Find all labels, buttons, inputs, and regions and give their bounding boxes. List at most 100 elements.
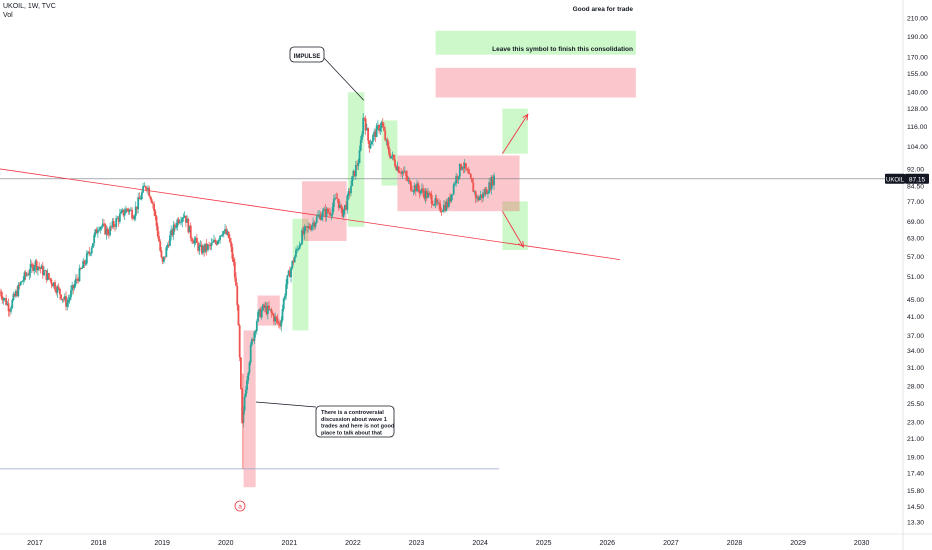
candle-body: [449, 197, 451, 202]
candle-body: [160, 250, 163, 258]
y-tick-label: 170.00: [907, 54, 928, 61]
candle-body: [226, 231, 229, 235]
candle-body: [78, 268, 81, 282]
candle-body: [443, 204, 445, 211]
candle-body: [99, 227, 102, 230]
candle-body: [2, 298, 5, 301]
x-tick-label: 2022: [345, 540, 361, 547]
y-tick-label: 15.80: [907, 488, 924, 495]
candle-body: [451, 194, 454, 195]
candle-body: [137, 197, 140, 210]
candle-body: [474, 191, 477, 199]
projection-arrow: [501, 210, 524, 248]
y-tick-label: 21.00: [907, 436, 924, 443]
candle-body: [90, 247, 93, 254]
candle-body: [59, 288, 61, 295]
candle-body: [432, 203, 434, 205]
candle-body: [134, 206, 137, 216]
candle-body: [447, 197, 450, 207]
candle-body: [37, 266, 39, 271]
candle-body: [334, 197, 336, 200]
candle-body: [186, 218, 189, 223]
candle-body: [206, 244, 209, 251]
candle-body: [342, 209, 345, 217]
candle-body: [98, 229, 100, 231]
candle-body: [45, 270, 48, 280]
candle-body: [215, 242, 218, 245]
candle-body: [384, 130, 387, 141]
y-tick-label: 34.00: [907, 348, 924, 355]
x-tick-label: 2019: [154, 540, 170, 547]
candle-body: [468, 173, 471, 175]
candle-body: [423, 192, 426, 199]
candle-body: [298, 244, 301, 249]
leave-symbol-label: Leave this symbol to finish this consoli…: [492, 46, 633, 53]
candle-body: [224, 229, 226, 232]
red-zone-box: [243, 330, 256, 488]
candle-body: [456, 176, 459, 180]
candle-body: [441, 210, 444, 212]
candle-body: [172, 224, 175, 235]
symbol-badge: [885, 173, 905, 184]
candle-body: [297, 248, 300, 250]
candle-body: [418, 189, 421, 194]
wave-note-line: trades and here is not good: [321, 424, 395, 430]
candle-body: [71, 285, 74, 291]
candle-body: [10, 308, 12, 312]
candle-body: [482, 192, 484, 199]
red-zone-box: [435, 67, 636, 98]
candle-body: [55, 289, 58, 293]
candle-body: [237, 305, 240, 326]
candle-body: [183, 215, 186, 218]
candle-body: [191, 238, 193, 242]
candle-body: [67, 299, 70, 303]
candle-body: [56, 286, 59, 293]
candle-body: [400, 172, 403, 174]
candle-body: [329, 212, 332, 216]
candle-body: [335, 197, 338, 199]
candle-body: [380, 122, 383, 128]
candle-body: [385, 139, 388, 141]
candle-body: [252, 339, 255, 341]
candle-body: [372, 135, 374, 142]
candle-body: [24, 272, 27, 276]
candle-body: [139, 198, 142, 200]
candle-body: [345, 204, 347, 210]
candle-body: [346, 195, 349, 210]
candle-body: [101, 223, 104, 227]
candle-body: [361, 134, 363, 141]
candle-body: [478, 197, 481, 201]
y-tick-label-partial: 84.50: [907, 183, 924, 190]
candle-body: [35, 260, 38, 271]
candle-body: [279, 323, 281, 327]
impulse-pointer: [323, 57, 364, 101]
candle-body: [87, 251, 89, 254]
candle-body: [387, 146, 390, 154]
candle-body: [246, 380, 248, 391]
candle-body: [122, 209, 125, 216]
candle-body: [114, 226, 116, 227]
candle-body: [310, 225, 313, 230]
candle-body: [325, 208, 328, 217]
y-tick-label: 63.00: [907, 236, 924, 243]
candle-body: [277, 322, 280, 324]
candle-body: [209, 245, 212, 246]
candle-body: [406, 175, 409, 181]
candle-body: [414, 185, 417, 192]
candle-body: [467, 170, 470, 174]
candle-body: [367, 128, 369, 141]
candle-body: [229, 237, 231, 243]
candle-body: [63, 296, 66, 300]
candle-body: [485, 189, 488, 194]
y-tick-label: 140.00: [907, 90, 928, 97]
candle-body: [281, 309, 284, 321]
candle-body: [50, 279, 53, 284]
candle-body: [435, 198, 438, 203]
candle-body: [290, 268, 292, 278]
candle-body: [336, 198, 339, 200]
candle-body: [225, 229, 228, 235]
candle-body: [233, 262, 236, 278]
candle-body: [487, 193, 489, 194]
y-tick-label: 190.00: [907, 34, 928, 41]
